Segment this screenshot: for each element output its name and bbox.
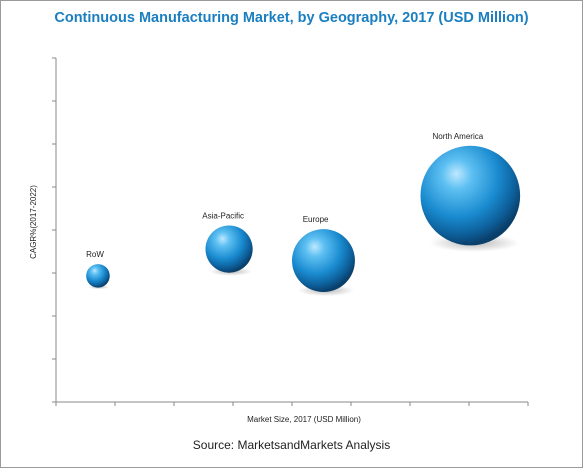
axes <box>52 57 529 406</box>
bubble-mark <box>86 264 110 288</box>
bubble-label: Asia-Pacific <box>202 212 244 221</box>
bubble-label: RoW <box>86 250 104 259</box>
source-note: Source: MarketsandMarkets Analysis <box>192 438 391 452</box>
bubble-mark <box>420 145 521 246</box>
bubble-row: RoW <box>86 250 110 290</box>
bubbles-layer: RoW Asia-Pacific Europe North America <box>86 132 521 297</box>
bubble-asia-pacific: Asia-Pacific <box>202 212 253 276</box>
bubble-europe: Europe <box>292 215 355 297</box>
chart-title: Continuous Manufacturing Market, by Geog… <box>54 10 529 26</box>
bubble-mark <box>292 229 355 293</box>
bubble-north-america: North America <box>420 132 521 252</box>
bubble-mark <box>205 225 253 273</box>
bubble-label: North America <box>433 132 484 141</box>
bubble-label: Europe <box>303 215 329 224</box>
y-axis-label: CAGR%(2017-2022) <box>29 185 38 259</box>
x-axis-label: Market Size, 2017 (USD Million) <box>247 415 361 424</box>
